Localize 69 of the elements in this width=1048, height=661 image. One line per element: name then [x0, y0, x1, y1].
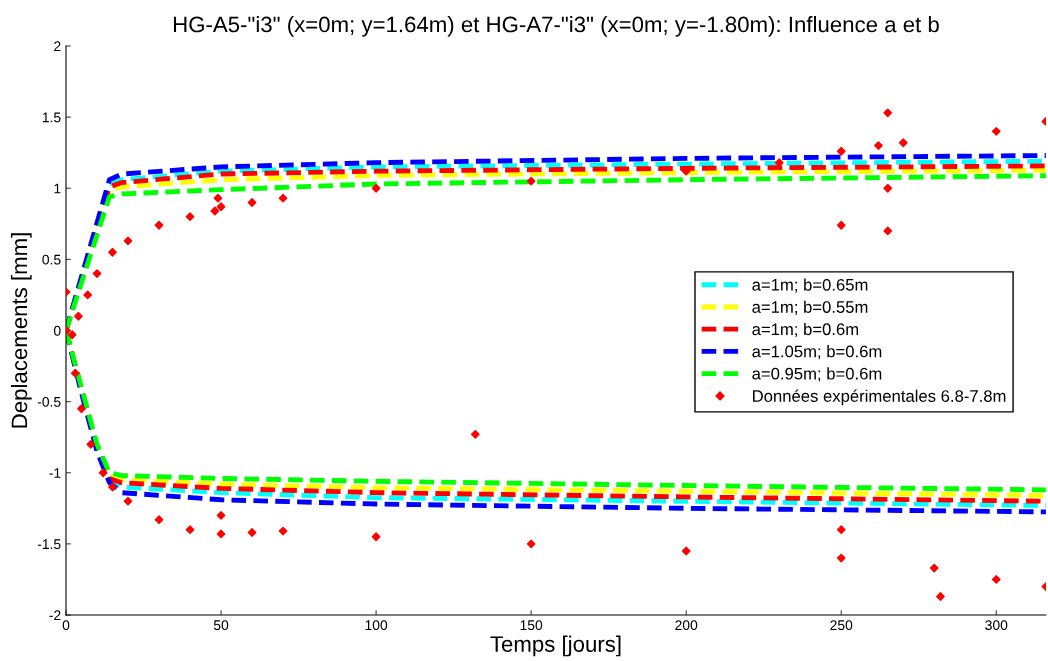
point [247, 528, 257, 537]
point [92, 269, 102, 278]
point [213, 193, 223, 203]
point [898, 138, 908, 148]
point [86, 439, 96, 449]
y-tick-label: -0.5 [37, 396, 61, 407]
point [836, 553, 846, 563]
y-tick-label: -2 [49, 610, 61, 621]
y-tick-label: 2 [54, 41, 61, 52]
point [98, 468, 108, 478]
chart-title: HG-A5-"i3" (x=0m; y=1.64m) et HG-A7-"i3" (x=0m; y=-1.80m): Influence a et b [173, 16, 939, 37]
legend-label: a=1m; b=0.6m [752, 322, 859, 338]
point [123, 236, 133, 246]
y-axis-title: Deplacements [mm] [10, 233, 32, 428]
point [123, 496, 133, 506]
point [836, 220, 846, 230]
y-tick-label: 1.5 [42, 112, 61, 123]
x-tick-label: 200 [675, 620, 698, 631]
point [154, 515, 164, 525]
point [247, 198, 257, 207]
point [874, 141, 883, 150]
x-tick-label: 50 [213, 620, 229, 631]
point [185, 525, 195, 535]
point [185, 212, 195, 222]
x-tick-label: 150 [520, 620, 543, 631]
y-tick-label: -1 [49, 468, 61, 478]
point [210, 206, 220, 216]
point [77, 404, 86, 414]
point [154, 220, 164, 230]
point [936, 592, 945, 601]
x-axis-title: Temps [jours] [490, 635, 621, 657]
x-tick-label: 0 [62, 620, 70, 631]
y-tick-label: -1.5 [37, 539, 61, 550]
y-tick-label: 0 [53, 325, 61, 336]
point [108, 482, 117, 492]
point [278, 193, 288, 203]
point [216, 529, 226, 539]
point [470, 429, 480, 439]
legend-label: a=1m; b=0.65m [752, 278, 868, 293]
y-tick-label: 0.5 [42, 254, 61, 265]
point [681, 546, 691, 556]
x-tick-label: 300 [985, 620, 1008, 631]
legend-label: Données expérimentales 6.8-7.8m [753, 389, 1006, 406]
point [929, 563, 939, 573]
y-tick-label: 1 [54, 183, 61, 194]
point [67, 330, 77, 340]
point [74, 311, 83, 321]
point [371, 183, 381, 193]
point [836, 146, 846, 156]
legend-label: a=0.95m; b=0.6m [752, 367, 882, 382]
point [526, 539, 536, 549]
point [371, 532, 381, 542]
point [108, 247, 117, 257]
point [883, 226, 893, 236]
point [991, 575, 1001, 584]
point [526, 176, 536, 186]
legend-label: a=1m; b=0.55m [752, 300, 868, 315]
point [70, 368, 80, 378]
point [216, 511, 226, 520]
point [278, 526, 288, 536]
point [83, 290, 93, 300]
x-tick-label: 250 [830, 620, 853, 631]
point [991, 126, 1001, 136]
point [883, 183, 893, 193]
point [883, 108, 893, 118]
point [836, 525, 846, 535]
x-tick-label: 100 [365, 620, 388, 631]
legend-label: a=1.05m; b=0.6m [752, 345, 882, 360]
point [216, 202, 226, 212]
